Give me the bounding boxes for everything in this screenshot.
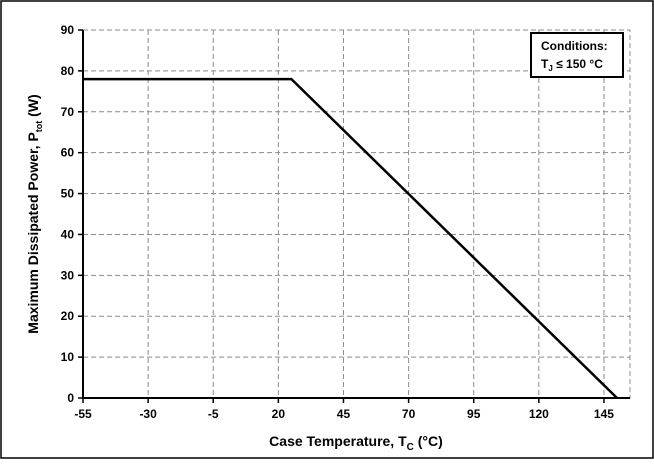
y-tick-label-3: 30	[61, 268, 75, 282]
conditions-box	[530, 32, 624, 78]
x-tick-label-1: -30	[139, 407, 157, 421]
x-tick-label-8: 145	[594, 407, 614, 421]
derating-curve-0	[83, 77, 618, 399]
y-tick-label-6: 60	[61, 146, 75, 160]
axes	[78, 29, 630, 403]
y-tick-label-5: 50	[61, 187, 75, 201]
y-tick-label-1: 10	[61, 350, 75, 364]
tick-labels: -55 -30 -5 20 45 70 95 120 145 0 10 20 30 40 50 60 70 80 9…	[61, 23, 615, 421]
y-tick-label-2: 20	[61, 309, 75, 323]
x-tick-label-3: 20	[272, 407, 286, 421]
series	[83, 77, 618, 399]
x-tick-label-5: 70	[402, 407, 416, 421]
x-tick-label-2: -5	[208, 407, 219, 421]
y-tick-label-9: 90	[61, 23, 75, 37]
x-tick-label-0: -55	[74, 407, 92, 421]
x-tick-label-6: 95	[467, 407, 481, 421]
conditions-title: Conditions:	[541, 39, 608, 53]
conditions-value: TJ ≤ 150 °C	[541, 57, 603, 73]
y-axis-title: Maximum Dissipated Power, Ptot (W)	[25, 94, 44, 333]
y-tick-label-0: 0	[67, 391, 74, 405]
y-tick-label-7: 70	[61, 105, 75, 119]
y-tick-label-8: 80	[61, 64, 75, 78]
x-axis-title: Case Temperature, TC (°C)	[269, 433, 443, 453]
x-tick-label-4: 45	[337, 407, 351, 421]
x-tick-label-7: 120	[529, 407, 549, 421]
y-tick-label-4: 40	[61, 227, 75, 241]
conditions-annotation: Conditions: TJ ≤ 150 °C	[530, 32, 624, 78]
